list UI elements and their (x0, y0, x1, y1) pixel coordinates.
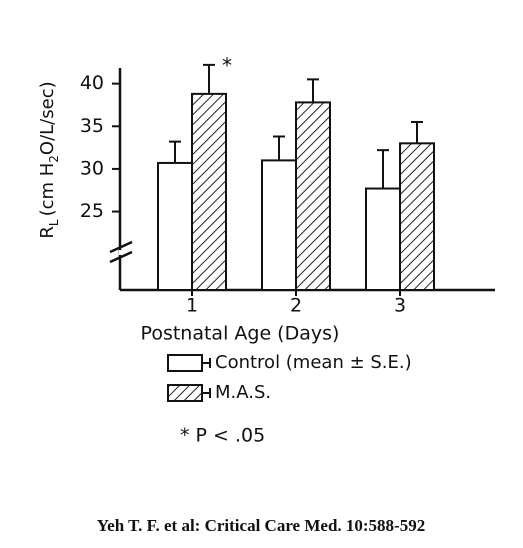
x-tick-label: 2 (290, 295, 302, 317)
axis-break (109, 240, 133, 264)
bar (295, 101, 331, 291)
legend-label: M.A.S. (215, 382, 271, 403)
significance-note: * P < .05 (180, 425, 265, 447)
caption: Yeh T. F. et al: Critical Care Med. 10:5… (97, 516, 425, 535)
bar (191, 92, 227, 291)
y-label-part: R (37, 226, 58, 239)
legend-swatch (167, 354, 203, 372)
y-tick-label: 35 (80, 115, 104, 137)
x-tick-label: 3 (394, 295, 406, 317)
bar (157, 161, 193, 291)
y-tick-label: 30 (80, 157, 104, 179)
bar (365, 187, 401, 291)
x-axis-label: Postnatal Age (Days) (141, 323, 340, 345)
y-label-part: 2 (47, 155, 61, 163)
y-label-part: L (47, 219, 61, 226)
y-tick-label: 40 (80, 72, 104, 94)
bar (261, 159, 297, 291)
legend-swatch (167, 384, 203, 402)
y-label-part: O/L/sec) (37, 81, 58, 155)
x-tick-label: 1 (186, 295, 198, 317)
legend-label: Control (mean ± S.E.) (215, 352, 412, 373)
bar (399, 142, 435, 291)
y-axis-label: RL (cm H2O/L/sec) (37, 81, 61, 238)
y-label-part: (cm H (37, 163, 58, 217)
significance-marker: * (222, 53, 232, 77)
y-tick-label: 25 (80, 200, 104, 222)
